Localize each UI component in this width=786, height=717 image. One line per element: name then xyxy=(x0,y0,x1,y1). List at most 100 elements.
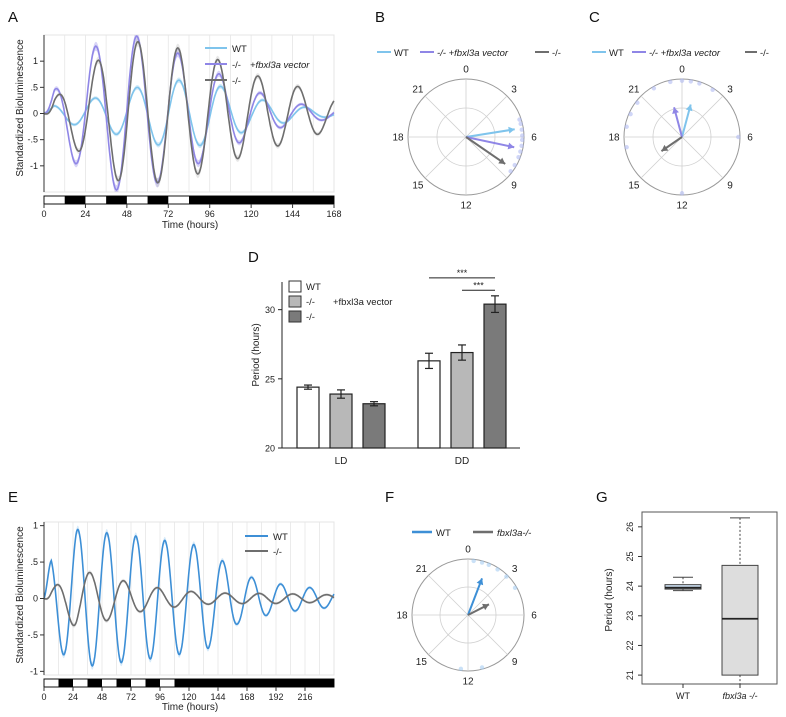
panel-e-axes: -1 -.5 0 .5 1 0 24 48 72 96 120 144 168 192 216 xyxy=(27,521,312,702)
series-line-2 xyxy=(43,40,335,184)
panel-d-ylabel: Period (hours) xyxy=(251,323,262,386)
phase-vector-arrowhead-0 xyxy=(508,126,515,134)
panel-e-legend: WT -/- xyxy=(245,532,288,558)
legend-d-wt-swatch xyxy=(288,280,302,293)
panel-letter-d: D xyxy=(248,249,259,266)
phase-point xyxy=(624,124,629,129)
phase-point xyxy=(519,127,524,132)
x-tick-label: 168 xyxy=(326,209,341,219)
legend-e-wt-label: WT xyxy=(273,532,288,543)
phase-point xyxy=(479,665,485,670)
x-tick-label: 72 xyxy=(163,209,173,219)
polar-hour-label: 0 xyxy=(463,65,469,76)
sig-stars-rescue: *** xyxy=(473,280,484,290)
panel-a-axes: -1 -.5 0 .5 1 0 24 48 72 96 120 144 168 xyxy=(27,35,342,219)
phase-point xyxy=(471,558,476,564)
polar-hour-label: 21 xyxy=(412,84,424,95)
legend-d-mutant-swatch xyxy=(288,310,302,323)
phase-point xyxy=(512,162,517,168)
phase-point xyxy=(697,81,702,86)
phase-vector-arrowhead-1 xyxy=(672,107,679,115)
phase-vector-arrowhead-2 xyxy=(498,157,506,164)
polar-spoke xyxy=(681,95,724,138)
y-tick-label: 30 xyxy=(265,305,275,315)
x-tick-label: 120 xyxy=(181,692,196,702)
x-tick-label: 120 xyxy=(244,209,259,219)
category-label: WT xyxy=(676,691,690,701)
panel-a-ylabel: Standardized Bioluminescence xyxy=(15,39,26,177)
polar-spoke xyxy=(465,95,508,138)
panel-f-polar-grid: 0 3 6 9 12 15 18 21 xyxy=(396,545,537,688)
bar-1-1 xyxy=(450,351,474,449)
panel-a-xlabel: Time (hours) xyxy=(162,220,218,231)
panel-d-legend: WT -/- +fbxl3a vector -/- xyxy=(288,280,392,323)
phase-point xyxy=(508,169,513,174)
dark-period-segment xyxy=(145,679,160,687)
y-tick-label: 1 xyxy=(33,56,38,66)
polar-spoke xyxy=(465,136,508,179)
phase-point xyxy=(516,154,521,160)
legend-f-wt-label: WT xyxy=(436,528,451,539)
x-tick-label: 24 xyxy=(80,209,90,219)
phase-point xyxy=(512,585,518,591)
panel-e-gridlines xyxy=(43,521,335,676)
x-tick-label: 144 xyxy=(210,692,225,702)
polar-hour-label: 3 xyxy=(512,564,518,575)
panel-letter-e: E xyxy=(8,489,18,506)
polar-hour-label: 12 xyxy=(462,677,474,688)
panel-d-plot: 20 25 30 LD DD *** *** xyxy=(265,268,520,467)
phase-point xyxy=(679,191,685,196)
bar-1-0 xyxy=(417,360,441,449)
y-tick-label: 25 xyxy=(265,374,275,384)
phase-point xyxy=(518,121,523,127)
dark-period-segment xyxy=(106,196,127,204)
phase-point xyxy=(517,117,522,122)
polar-hour-label: 15 xyxy=(416,657,428,668)
box-1 xyxy=(721,564,759,676)
phase-point xyxy=(519,143,524,149)
dark-period-segment xyxy=(58,679,73,687)
polar-spoke xyxy=(424,136,467,179)
polar-hour-label: 0 xyxy=(465,545,471,556)
polar-hour-label: 9 xyxy=(727,181,733,192)
phase-point xyxy=(624,145,629,150)
dark-period-segment xyxy=(116,679,131,687)
y-tick-label: 22 xyxy=(625,640,635,650)
y-tick-label: .5 xyxy=(30,557,38,567)
polar-spoke xyxy=(681,136,724,179)
category-label: fbxl3a -/- xyxy=(722,691,757,701)
polar-hour-label: 15 xyxy=(412,181,424,192)
polar-spoke xyxy=(424,95,467,138)
legend-b-rescue-label: -/- +fbxl3a vector xyxy=(437,48,509,59)
polar-hour-label: 15 xyxy=(628,181,640,192)
panel-e-time-series: -1 -.5 0 .5 1 0 24 48 72 96 120 144 168 192 216 Standa… xyxy=(15,521,335,713)
phase-point xyxy=(519,137,525,143)
y-tick-label: 1 xyxy=(33,521,38,531)
panel-letter-a: A xyxy=(8,9,18,26)
legend-a-mutant-label: -/- xyxy=(232,76,241,87)
polar-spoke xyxy=(467,614,508,655)
legend-d-rescue-label: -/- xyxy=(306,297,315,308)
phase-point xyxy=(635,100,640,105)
bar-0-2 xyxy=(362,403,386,449)
polar-spoke xyxy=(640,136,683,179)
panel-letter-b: B xyxy=(375,9,385,26)
polar-hour-label: 0 xyxy=(679,65,685,76)
phase-point xyxy=(518,149,523,154)
polar-hour-label: 3 xyxy=(511,84,517,95)
phase-point xyxy=(688,79,694,84)
x-tick-label: 144 xyxy=(285,209,300,219)
phase-point xyxy=(668,79,673,85)
panel-b-legend: WT -/- +fbxl3a vector -/- xyxy=(377,48,561,59)
panel-f-legend: WT fbxl3a-/- xyxy=(412,528,531,539)
polar-hour-label: 9 xyxy=(512,657,518,668)
phase-vector-1 xyxy=(465,136,515,149)
panel-e-ylabel: Standardized Bioluminescence xyxy=(15,526,26,664)
panel-g-plot: 21 22 23 24 25 26 WT fbxl3a -/- xyxy=(625,511,778,701)
panel-a-time-series: -1 -.5 0 .5 1 0 24 48 72 96 120 144 168 Standardized… xyxy=(15,34,342,231)
y-tick-label: 23 xyxy=(625,611,635,621)
legend-d-rescue-label2: +fbxl3a vector xyxy=(333,297,392,308)
legend-c-mutant-label: -/- xyxy=(760,48,769,59)
panel-b-polar-plot: WT -/- +fbxl3a vector -/- 0 3 6 9 12 15 18 21 xyxy=(377,48,561,212)
